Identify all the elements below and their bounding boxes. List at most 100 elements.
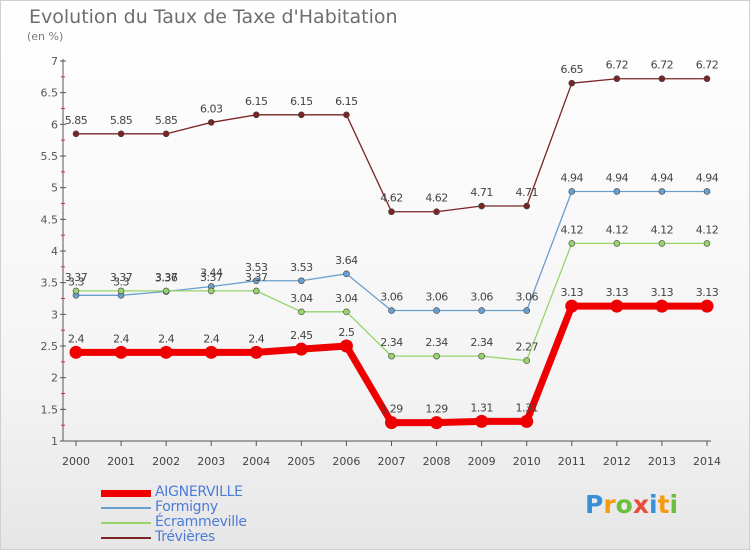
- data-label: 3.44: [200, 266, 223, 279]
- data-label: 1.29: [425, 403, 448, 416]
- chart-subtitle: (en %): [27, 30, 64, 43]
- labels-trévières: 5.85 5.85 5.85 6.03 6.15 6.15 6.15 4.62 4.62 4.71…: [65, 59, 719, 205]
- legend-label: Trévières: [155, 529, 215, 545]
- data-point: [523, 202, 531, 210]
- data-point: [700, 299, 714, 313]
- data-point: [207, 287, 215, 295]
- data-point: [658, 188, 666, 195]
- data-label: 6.15: [335, 95, 358, 108]
- data-label: 2.4: [113, 332, 129, 345]
- labels-écrammeville: 3.37 3.37 3.37 3.37 3.37 3.04 3.04 2.34 2.34 2.34…: [65, 223, 719, 353]
- data-point: [658, 75, 666, 83]
- y-tick-label: 3.5: [41, 277, 59, 290]
- y-tick-label: 3: [51, 308, 58, 321]
- logo-letter: i: [669, 490, 679, 519]
- data-label: 3.3: [68, 275, 84, 288]
- data-point: [433, 208, 440, 216]
- data-point: [343, 270, 350, 278]
- data-label: 3.64: [335, 254, 358, 267]
- data-point: [298, 308, 305, 316]
- data-label: 3.53: [290, 261, 313, 274]
- data-point: [613, 75, 621, 83]
- data-label: 3.06: [470, 291, 493, 304]
- data-point: [388, 208, 395, 216]
- y-tick-label: 5: [51, 182, 58, 195]
- data-label: 4.94: [696, 171, 719, 184]
- data-label: 6.72: [606, 59, 629, 72]
- data-point: [433, 307, 440, 314]
- data-point: [565, 299, 579, 313]
- data-point: [703, 188, 711, 195]
- data-point: [568, 240, 576, 247]
- x-tick-label: 2014: [693, 455, 721, 468]
- series-aignerville: [69, 299, 714, 430]
- x-tick-label: 2002: [152, 455, 180, 468]
- data-label: 4.62: [425, 192, 448, 205]
- series-trévières: [72, 75, 711, 216]
- data-label: 6.15: [245, 95, 268, 108]
- data-label: 2.27: [515, 341, 538, 354]
- x-tick-label: 2012: [603, 455, 631, 468]
- data-point: [478, 352, 485, 360]
- data-label: 3.37: [155, 271, 178, 284]
- logo-letter: i: [649, 490, 658, 519]
- data-label: 5.85: [155, 114, 178, 127]
- data-point: [114, 345, 128, 359]
- data-label: 2.34: [470, 336, 493, 349]
- data-label: 2.5: [338, 326, 354, 339]
- data-point: [298, 111, 305, 119]
- logo-letter: o: [615, 490, 633, 519]
- data-point: [478, 202, 485, 210]
- data-point: [117, 130, 125, 138]
- data-point: [159, 345, 173, 359]
- series-écrammeville: [72, 240, 711, 364]
- proxiti-logo: Proxiti: [585, 490, 678, 519]
- data-label: 3.13: [696, 286, 719, 299]
- x-tick-label: 2004: [242, 455, 270, 468]
- data-point: [388, 352, 395, 360]
- data-point: [298, 277, 305, 285]
- x-tick-label: 2013: [648, 455, 676, 468]
- data-point: [388, 307, 395, 314]
- data-point: [568, 79, 576, 87]
- legend-label: Écrammeville: [155, 514, 247, 530]
- data-label: 4.71: [515, 186, 538, 199]
- x-tick-label: 2008: [423, 455, 451, 468]
- data-point: [613, 240, 621, 247]
- x-tick-label: 2003: [197, 455, 225, 468]
- y-tick-label: 6.5: [41, 87, 59, 100]
- x-tick-label: 2000: [62, 455, 90, 468]
- legend-label: AIGNERVILLE: [155, 484, 243, 500]
- data-label: 2.34: [380, 336, 403, 349]
- data-point: [69, 345, 83, 359]
- data-label: 2.34: [425, 336, 448, 349]
- data-point: [252, 287, 260, 295]
- data-point: [385, 416, 398, 430]
- legend-swatch: [101, 507, 151, 509]
- logo-letter: t: [657, 490, 670, 519]
- data-label: 4.12: [651, 223, 674, 236]
- data-point: [568, 188, 576, 195]
- data-point: [475, 414, 489, 428]
- logo-letter: r: [603, 490, 616, 519]
- y-tick-label: 6: [51, 118, 58, 131]
- data-label: 3.37: [110, 271, 133, 284]
- data-point: [703, 240, 711, 247]
- data-point: [117, 287, 125, 295]
- data-label: 6.72: [651, 59, 674, 72]
- data-label: 4.94: [651, 171, 674, 184]
- data-label: 4.12: [606, 223, 629, 236]
- legend-label: Formigny: [155, 499, 218, 515]
- y-tick-label: 1.5: [41, 403, 59, 416]
- y-tick-label: 4: [51, 245, 58, 258]
- data-label: 6.65: [561, 63, 584, 76]
- data-point: [162, 130, 170, 138]
- data-label: 3.13: [606, 286, 629, 299]
- series-formigny: [72, 188, 711, 314]
- data-label: 5.85: [65, 114, 88, 127]
- y-tick-label: 2: [51, 372, 58, 385]
- data-label: 2.4: [68, 332, 84, 345]
- data-label: 3.37: [245, 271, 268, 284]
- data-label: 3.53: [245, 261, 268, 274]
